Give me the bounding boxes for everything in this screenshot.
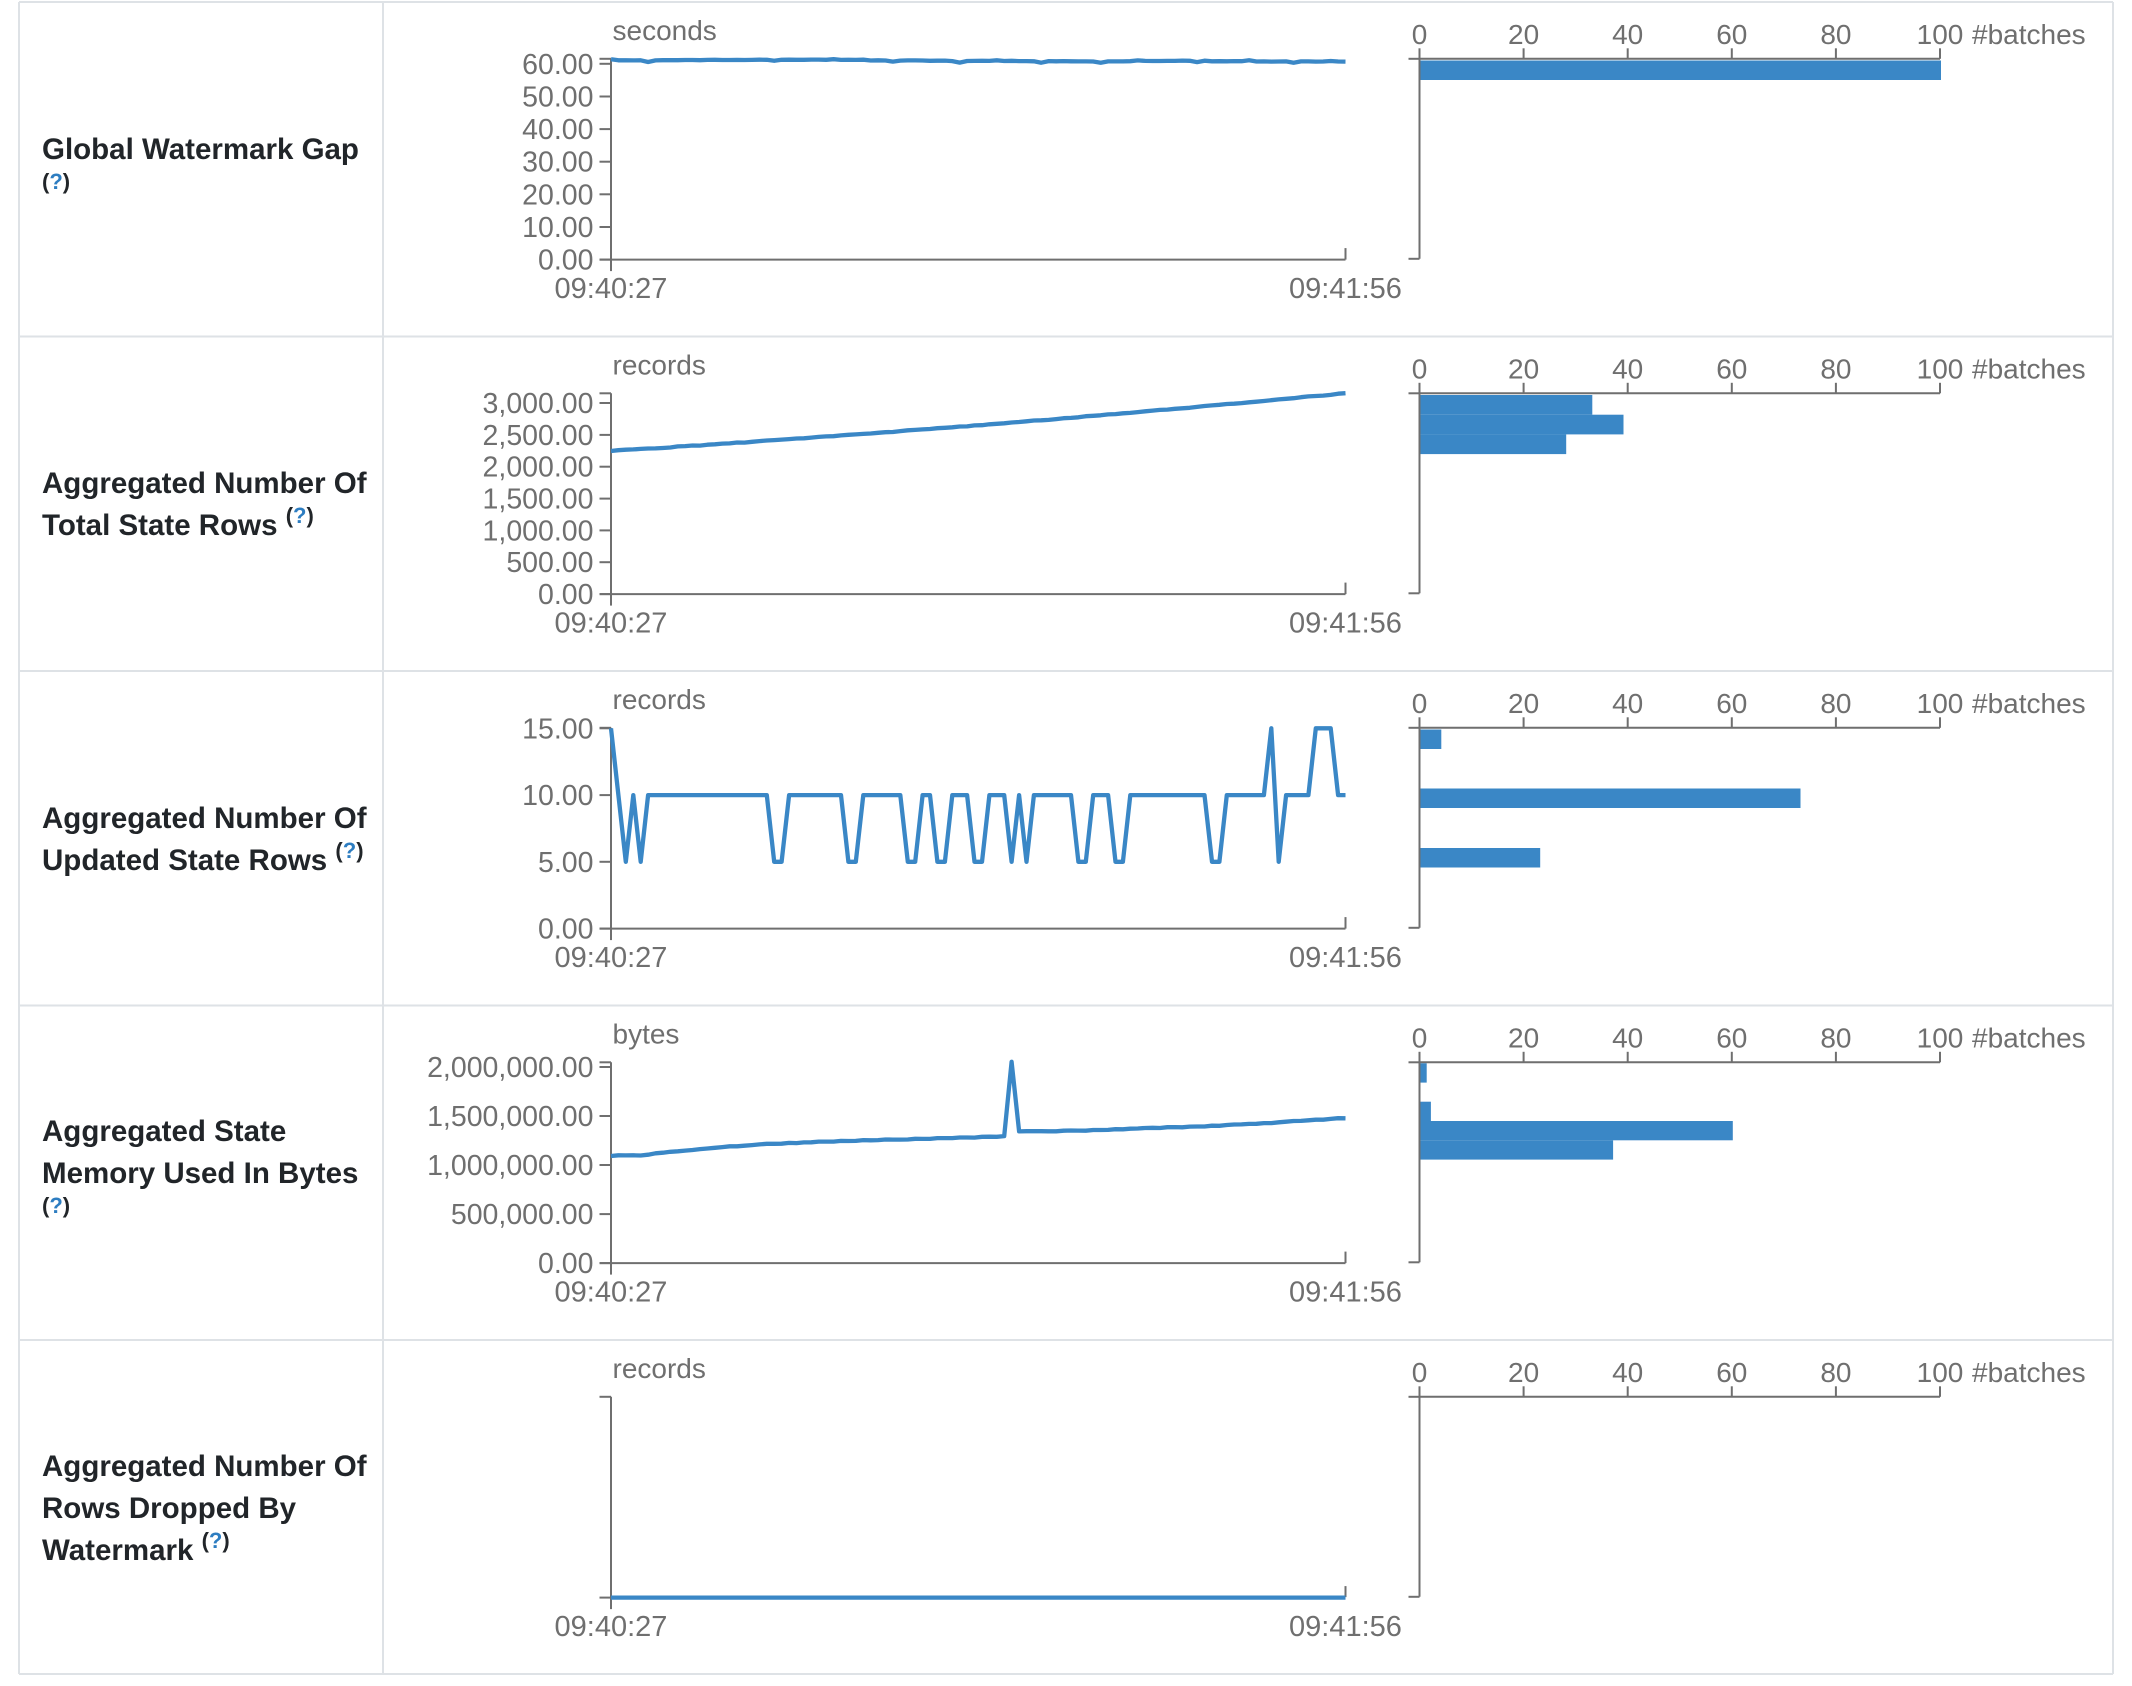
svg-text:1,000.00: 1,000.00 (483, 515, 594, 547)
svg-text:bytes: bytes (613, 1019, 680, 1050)
svg-text:40.00: 40.00 (522, 114, 593, 146)
svg-text:100: 100 (1917, 353, 1964, 384)
svg-text:#batches: #batches (1972, 19, 2086, 50)
svg-text:2,000.00: 2,000.00 (483, 452, 594, 484)
svg-text:09:40:27: 09:40:27 (555, 1611, 668, 1643)
svg-text:0: 0 (1412, 688, 1428, 719)
svg-text:2,000,000.00: 2,000,000.00 (427, 1052, 593, 1084)
svg-text:records: records (613, 684, 706, 715)
svg-text:seconds: seconds (613, 15, 717, 46)
svg-text:60: 60 (1716, 353, 1747, 384)
svg-text:20: 20 (1508, 1022, 1539, 1053)
svg-text:09:41:56: 09:41:56 (1289, 273, 1402, 305)
svg-text:80: 80 (1820, 688, 1851, 719)
svg-text:100: 100 (1917, 1357, 1964, 1388)
svg-text:09:41:56: 09:41:56 (1289, 1611, 1402, 1643)
svg-text:#batches: #batches (1972, 1357, 2086, 1388)
svg-text:40: 40 (1612, 1022, 1643, 1053)
svg-text:1,000,000.00: 1,000,000.00 (427, 1150, 593, 1182)
svg-text:60: 60 (1716, 19, 1747, 50)
svg-text:100: 100 (1917, 19, 1964, 50)
svg-text:60: 60 (1716, 1022, 1747, 1053)
svg-text:10.00: 10.00 (522, 780, 593, 812)
svg-text:10.00: 10.00 (522, 212, 593, 244)
svg-text:40: 40 (1612, 688, 1643, 719)
svg-text:80: 80 (1820, 19, 1851, 50)
svg-text:80: 80 (1820, 353, 1851, 384)
svg-text:20.00: 20.00 (522, 179, 593, 211)
svg-text:40: 40 (1612, 353, 1643, 384)
svg-text:60.00: 60.00 (522, 49, 593, 81)
svg-text:2,500.00: 2,500.00 (483, 420, 594, 452)
svg-text:#batches: #batches (1972, 688, 2086, 719)
svg-text:5.00: 5.00 (538, 847, 593, 879)
svg-text:3,000.00: 3,000.00 (483, 388, 594, 420)
svg-text:100: 100 (1917, 688, 1964, 719)
svg-text:80: 80 (1820, 1022, 1851, 1053)
svg-text:40: 40 (1612, 1357, 1643, 1388)
svg-text:records: records (613, 1353, 706, 1384)
svg-text:100: 100 (1917, 1022, 1964, 1053)
svg-text:0.00: 0.00 (538, 579, 593, 611)
svg-text:#batches: #batches (1972, 1022, 2086, 1053)
svg-text:1,500.00: 1,500.00 (483, 484, 594, 516)
svg-text:09:40:27: 09:40:27 (555, 608, 668, 640)
svg-text:20: 20 (1508, 1357, 1539, 1388)
svg-text:0.00: 0.00 (538, 914, 593, 946)
svg-text:0.00: 0.00 (538, 245, 593, 277)
svg-text:60: 60 (1716, 688, 1747, 719)
svg-text:20: 20 (1508, 688, 1539, 719)
svg-text:500,000.00: 500,000.00 (451, 1199, 594, 1231)
svg-text:20: 20 (1508, 19, 1539, 50)
svg-text:20: 20 (1508, 353, 1539, 384)
svg-text:09:40:27: 09:40:27 (555, 273, 668, 305)
svg-text:records: records (613, 350, 706, 381)
svg-text:09:40:27: 09:40:27 (555, 1277, 668, 1309)
svg-text:60: 60 (1716, 1357, 1747, 1388)
svg-text:50.00: 50.00 (522, 82, 593, 114)
svg-text:09:40:27: 09:40:27 (555, 942, 668, 974)
svg-text:80: 80 (1820, 1357, 1851, 1388)
svg-text:1,500,000.00: 1,500,000.00 (427, 1101, 593, 1133)
svg-text:0.00: 0.00 (538, 1248, 593, 1280)
svg-text:500.00: 500.00 (506, 547, 593, 579)
svg-text:09:41:56: 09:41:56 (1289, 608, 1402, 640)
svg-text:0: 0 (1412, 353, 1428, 384)
svg-text:15.00: 15.00 (522, 713, 593, 745)
svg-text:40: 40 (1612, 19, 1643, 50)
svg-text:09:41:56: 09:41:56 (1289, 1277, 1402, 1309)
svg-text:#batches: #batches (1972, 353, 2086, 384)
svg-text:09:41:56: 09:41:56 (1289, 942, 1402, 974)
svg-text:0: 0 (1412, 1022, 1428, 1053)
svg-text:0: 0 (1412, 19, 1428, 50)
svg-text:0: 0 (1412, 1357, 1428, 1388)
svg-text:30.00: 30.00 (522, 147, 593, 179)
